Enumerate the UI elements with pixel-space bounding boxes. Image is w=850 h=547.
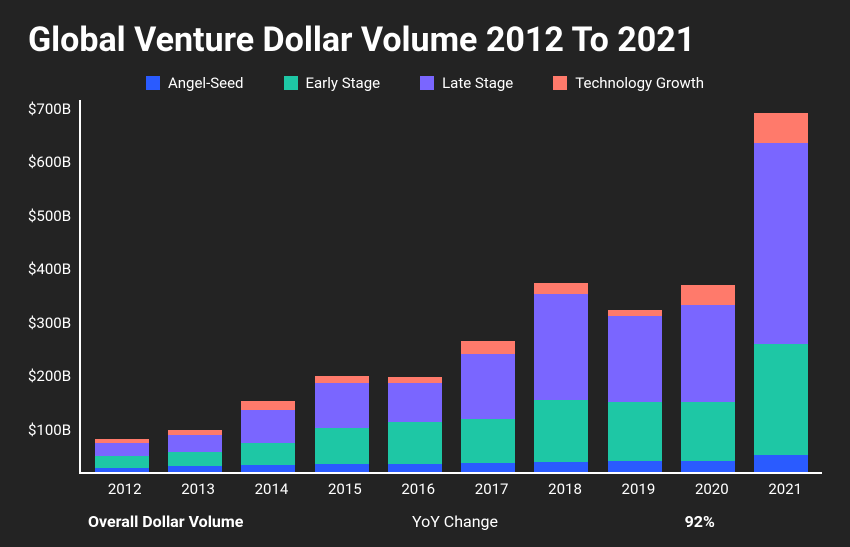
legend-swatch <box>420 76 434 90</box>
bar-segment <box>681 305 735 403</box>
chart-page: Global Venture Dollar Volume 2012 To 202… <box>0 0 850 547</box>
legend-item: Late Stage <box>420 74 513 92</box>
x-tick-label: 2012 <box>98 480 152 498</box>
bar <box>241 401 295 472</box>
y-tick-label: $600B <box>28 153 71 171</box>
bar-segment <box>534 283 588 294</box>
footer-value: 92% <box>577 512 822 531</box>
y-axis-labels: $100B $200B $300B $400B $500B $600B $700B <box>28 100 79 474</box>
plot-area <box>79 100 822 474</box>
bar <box>534 283 588 472</box>
bar-segment <box>315 383 369 428</box>
x-tick-label: 2016 <box>391 480 445 498</box>
y-tick-label: $400B <box>28 260 71 278</box>
bar-segment <box>754 113 808 144</box>
y-tick-label: $200B <box>28 367 71 385</box>
x-axis-labels: 2012 2013 2014 2015 2016 2017 2018 2019 2020 2021 <box>28 480 822 498</box>
legend: Angel-Seed Early Stage Late Stage Technolog… <box>28 74 822 92</box>
bar-segment <box>315 464 369 472</box>
legend-swatch <box>146 76 160 90</box>
y-tick-label: $500B <box>28 207 71 225</box>
bar-segment <box>168 466 222 472</box>
bar-segment <box>168 452 222 466</box>
legend-label: Early Stage <box>306 74 381 92</box>
bar-segment <box>95 456 149 467</box>
y-tick-label: $100B <box>28 421 71 439</box>
bar <box>95 439 149 472</box>
legend-item: Technology Growth <box>553 74 704 92</box>
bar-segment <box>534 294 588 400</box>
chart-area: $100B $200B $300B $400B $500B $600B $700B <box>28 100 822 474</box>
bar <box>168 430 222 472</box>
legend-item: Angel-Seed <box>146 74 244 92</box>
page-title: Global Venture Dollar Volume 2012 To 202… <box>28 20 822 60</box>
footer-label-volume: Overall Dollar Volume <box>88 512 333 531</box>
x-tick-label: 2018 <box>538 480 592 498</box>
bar-segment <box>461 354 515 418</box>
bar-segment <box>168 435 222 452</box>
bar-segment <box>461 419 515 464</box>
x-tick-label: 2017 <box>465 480 519 498</box>
bar-segment <box>241 401 295 409</box>
bar-segment <box>241 465 295 472</box>
bar-segment <box>95 468 149 472</box>
legend-label: Technology Growth <box>575 74 704 92</box>
bar-segment <box>95 443 149 456</box>
x-tick-label: 2021 <box>758 480 812 498</box>
x-tick-label: 2014 <box>244 480 298 498</box>
y-tick-label: $700B <box>28 100 71 118</box>
bar <box>315 376 369 472</box>
bar-segment <box>461 463 515 472</box>
bar-segment <box>534 400 588 462</box>
bar-segment <box>461 341 515 355</box>
bar <box>461 341 515 472</box>
bar-segment <box>241 443 295 465</box>
footer-label-yoy: YoY Change <box>333 512 578 531</box>
bar-segment <box>754 344 808 455</box>
bar-segment <box>241 410 295 443</box>
bar-segment <box>388 464 442 472</box>
bar <box>681 285 735 472</box>
bar-segment <box>388 422 442 464</box>
bar-segment <box>681 402 735 461</box>
bar-segment <box>388 377 442 384</box>
bar <box>608 310 662 472</box>
bar-segment <box>754 143 808 344</box>
legend-swatch <box>284 76 298 90</box>
bar-segment <box>681 461 735 472</box>
x-tick-label: 2020 <box>685 480 739 498</box>
bar-segment <box>315 376 369 384</box>
bars-container <box>81 100 822 472</box>
x-tick-label: 2015 <box>318 480 372 498</box>
legend-item: Early Stage <box>284 74 381 92</box>
bar-segment <box>534 462 588 472</box>
bar-segment <box>608 402 662 461</box>
bar-segment <box>754 455 808 472</box>
legend-swatch <box>553 76 567 90</box>
bar <box>754 113 808 472</box>
bar-segment <box>608 461 662 472</box>
legend-label: Angel-Seed <box>168 74 244 92</box>
footer-row: Overall Dollar Volume YoY Change 92% <box>28 512 822 531</box>
legend-label: Late Stage <box>442 74 513 92</box>
bar-segment <box>608 316 662 402</box>
x-tick-label: 2013 <box>171 480 225 498</box>
y-tick-label: $300B <box>28 314 71 332</box>
bar <box>388 377 442 472</box>
bar-segment <box>315 428 369 464</box>
x-tick-label: 2019 <box>611 480 665 498</box>
bar-segment <box>681 285 735 305</box>
bar-segment <box>388 383 442 422</box>
